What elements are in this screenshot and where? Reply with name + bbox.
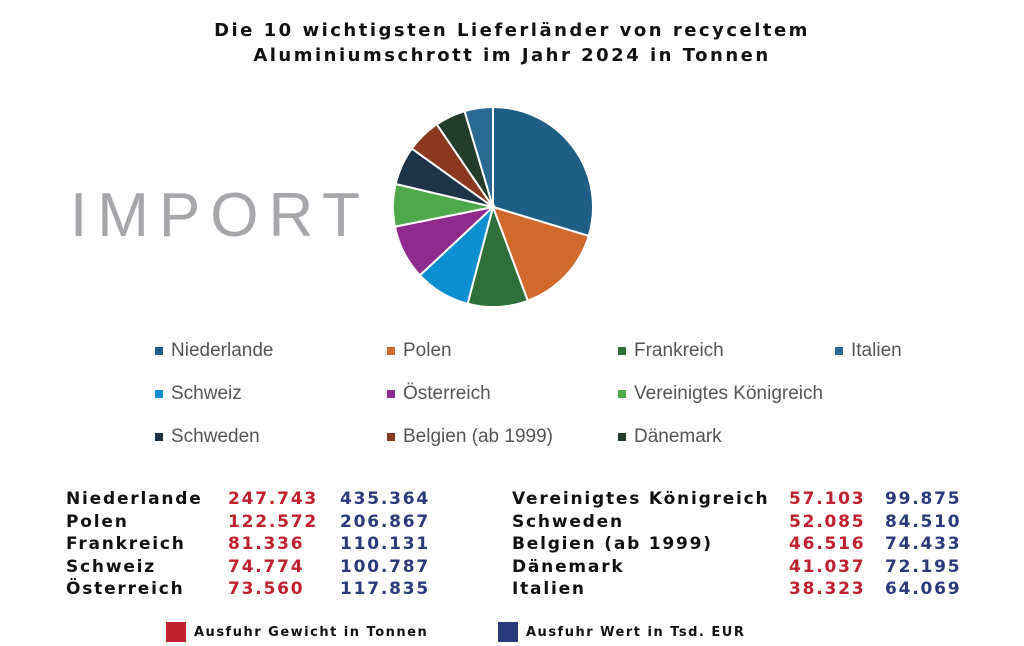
value-legend-label: Ausfuhr Wert in Tsd. EUR — [526, 624, 746, 640]
title-line-1: Die 10 wichtigsten Lieferländer von recy… — [214, 20, 810, 41]
legend-item: Schweden — [155, 426, 260, 448]
table-row: Polen 122.572 206.867 — [66, 511, 446, 534]
weight-cell: 122.572 — [228, 511, 319, 532]
legend-item: Polen — [387, 340, 452, 362]
value-cell: 84.510 — [885, 511, 962, 532]
country-cell: Italien — [512, 579, 586, 599]
value-cell: 435.364 — [340, 489, 431, 509]
pie-slice-niederlande — [492, 105, 594, 238]
legend-swatch — [618, 347, 626, 355]
legend-label: Belgien (ab 1999) — [403, 426, 553, 447]
value-cell: 117.835 — [340, 579, 431, 599]
pie-slice-italien — [463, 105, 494, 208]
legend-label: Vereinigtes Königreich — [634, 383, 824, 404]
value-cell: 74.433 — [885, 534, 962, 554]
weight-cell: 73.560 — [228, 579, 305, 599]
legend-item: Österreich — [387, 383, 491, 405]
legend-item: Dänemark — [618, 426, 722, 448]
table-row: Belgien (ab 1999) 46.516 74.433 — [512, 533, 972, 556]
weight-legend-label: Ausfuhr Gewicht in Tonnen — [194, 624, 429, 640]
legend-label: Schweden — [171, 426, 260, 447]
weight-swatch — [166, 622, 186, 642]
footer-legend-weight: Ausfuhr Gewicht in Tonnen — [166, 622, 428, 642]
chart-title: Die 10 wichtigsten Lieferländer von recy… — [0, 18, 1024, 68]
weight-cell: 247.743 — [228, 489, 319, 509]
legend-swatch — [387, 390, 395, 398]
legend-label: Polen — [403, 340, 452, 361]
legend-item: Belgien (ab 1999) — [387, 426, 553, 448]
country-cell: Dänemark — [512, 556, 625, 577]
data-table-left: Niederlande 247.743 435.364 Polen 122.572 206… — [66, 488, 446, 601]
country-cell: Belgien (ab 1999) — [512, 534, 713, 554]
table-row: Schweden 52.085 84.510 — [512, 511, 972, 534]
value-cell: 99.875 — [885, 489, 962, 509]
legend-item: Niederlande — [155, 340, 273, 362]
legend-label: Frankreich — [634, 340, 724, 361]
country-cell: Niederlande — [66, 489, 203, 509]
country-cell: Frankreich — [66, 534, 186, 554]
legend-label: Italien — [851, 340, 902, 361]
legend-swatch — [387, 433, 395, 441]
value-cell: 100.787 — [340, 556, 431, 577]
table-row: Österreich 73.560 117.835 — [66, 578, 446, 601]
value-swatch — [498, 622, 518, 642]
legend-label: Schweiz — [171, 383, 242, 404]
legend-item: Frankreich — [618, 340, 724, 362]
legend-swatch — [155, 347, 163, 355]
weight-cell: 52.085 — [789, 511, 866, 532]
legend-swatch — [835, 347, 843, 355]
country-cell: Schweden — [512, 511, 624, 532]
weight-cell: 81.336 — [228, 534, 305, 554]
legend-swatch — [155, 390, 163, 398]
table-row: Italien 38.323 64.069 — [512, 578, 972, 601]
weight-cell: 38.323 — [789, 579, 866, 599]
table-row: Dänemark 41.037 72.195 — [512, 556, 972, 579]
title-line-2: Aluminiumschrott im Jahr 2024 in Tonnen — [253, 45, 771, 66]
weight-cell: 74.774 — [228, 556, 305, 577]
legend-label: Österreich — [403, 383, 491, 404]
country-cell: Vereinigtes Königreich — [512, 489, 770, 509]
table-row: Niederlande 247.743 435.364 — [66, 488, 446, 511]
pie-chart — [392, 105, 594, 308]
legend-item: Vereinigtes Königreich — [618, 383, 823, 405]
pie-slice-polen — [491, 205, 590, 303]
legend-label: Dänemark — [634, 426, 722, 447]
value-cell: 72.195 — [885, 556, 962, 577]
legend-item: Schweiz — [155, 383, 242, 405]
legend-label: Niederlande — [171, 340, 274, 361]
country-cell: Österreich — [66, 579, 185, 599]
legend-swatch — [387, 347, 395, 355]
value-cell: 206.867 — [340, 511, 431, 532]
weight-cell: 57.103 — [789, 489, 866, 509]
table-row: Frankreich 81.336 110.131 — [66, 533, 446, 556]
table-row: Vereinigtes Königreich 57.103 99.875 — [512, 488, 972, 511]
legend-swatch — [618, 433, 626, 441]
weight-cell: 41.037 — [789, 556, 866, 577]
legend-swatch — [618, 390, 626, 398]
country-cell: Polen — [66, 511, 129, 532]
footer-legend-value: Ausfuhr Wert in Tsd. EUR — [498, 622, 745, 642]
import-label: IMPORT — [70, 181, 370, 250]
data-table-right: Vereinigtes Königreich 57.103 99.875 Schwed… — [512, 488, 972, 601]
value-cell: 110.131 — [340, 534, 431, 554]
legend-swatch — [155, 433, 163, 441]
table-row: Schweiz 74.774 100.787 — [66, 556, 446, 579]
value-cell: 64.069 — [885, 579, 962, 599]
weight-cell: 46.516 — [789, 534, 866, 554]
legend-item: Italien — [835, 340, 902, 362]
chart-legend: Niederlande Polen Frankreich Italien Schweiz… — [155, 340, 955, 460]
country-cell: Schweiz — [66, 556, 156, 577]
